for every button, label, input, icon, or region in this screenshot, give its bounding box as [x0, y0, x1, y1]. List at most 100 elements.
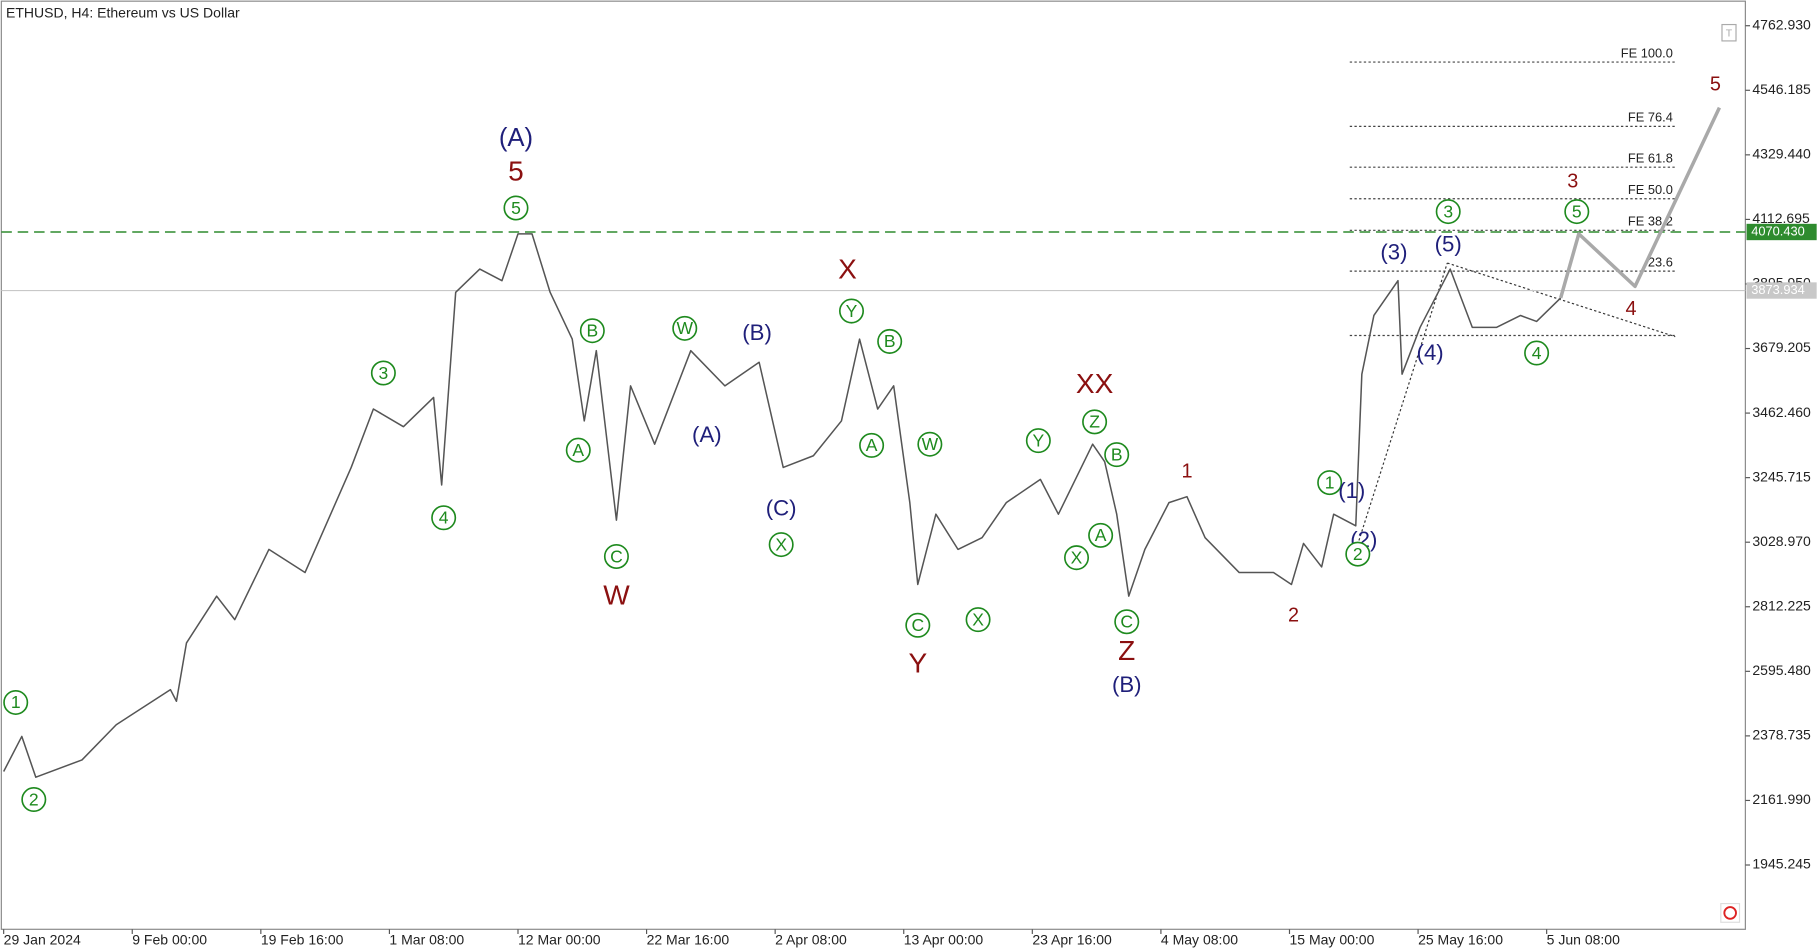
triangle-lower [1355, 262, 1448, 550]
x-tick-label: 2 Apr 08:00 [775, 932, 847, 948]
wave-label: (B) [1112, 672, 1142, 697]
wave-label: Z [1089, 412, 1100, 432]
wave-label: 2 [1288, 604, 1299, 626]
wave-label: Y [846, 301, 858, 321]
wave-label: B [1111, 444, 1123, 464]
wave-label: 4 [439, 508, 449, 528]
wave-label: X [1071, 547, 1083, 567]
price-tag [1746, 282, 1817, 299]
y-tick-label: 1945.245 [1752, 856, 1811, 872]
y-tick-label: 2812.225 [1752, 597, 1811, 613]
fib-label: FE 100.0 [1621, 45, 1673, 60]
wave-circle [838, 298, 865, 324]
wave-label: (4) [1417, 340, 1444, 365]
y-tick-label: 4762.930 [1752, 16, 1811, 32]
wave-circle [3, 689, 29, 715]
y-tick-label: 2378.735 [1752, 727, 1811, 743]
price-tag-label: 3873.934 [1751, 282, 1805, 297]
x-tick-label: 9 Feb 00:00 [132, 932, 207, 948]
wave-label: A [866, 435, 878, 455]
wave-label: 3 [379, 363, 389, 383]
wave-label: C [1120, 612, 1133, 632]
wave-label: A [1095, 525, 1107, 545]
wave-label: (C) [766, 496, 797, 521]
price-tag [1746, 223, 1817, 241]
x-tick-label: 1 Mar 08:00 [389, 932, 464, 948]
wave-circle [1524, 340, 1550, 366]
wave-label: 5 [508, 156, 524, 187]
wave-circle [1088, 522, 1114, 548]
wave-label: 4 [1626, 298, 1637, 320]
wave-label: C [610, 546, 623, 566]
wave-circle [859, 432, 885, 458]
wave-label: Y [908, 648, 927, 679]
fib-label: FE 61.8 [1628, 150, 1673, 165]
wave-label: 2 [29, 789, 39, 809]
wave-label: 3 [1443, 201, 1453, 221]
wave-label: 3 [1567, 171, 1578, 193]
wave-label: (B) [742, 320, 772, 345]
wave-circle [1114, 609, 1140, 635]
wave-circle [917, 431, 943, 457]
y-tick-label: 4546.185 [1752, 81, 1811, 97]
toolbar-icon[interactable] [1721, 23, 1737, 42]
wave-circle [579, 318, 605, 344]
wave-label: 1 [11, 692, 21, 712]
wave-label: 5 [511, 198, 521, 218]
wave-label: 2 [1353, 544, 1363, 564]
wave-circle [1025, 428, 1051, 454]
wave-label: C [911, 615, 924, 635]
y-tick-label: 3462.460 [1752, 404, 1811, 420]
y-tick-label: 3028.970 [1752, 533, 1811, 549]
forecast-line [1558, 106, 1722, 299]
x-tick-label: 4 May 08:00 [1161, 932, 1238, 948]
wave-label: Y [1033, 430, 1045, 450]
wave-label: (1) [1338, 478, 1365, 503]
wave-circle [603, 543, 629, 570]
y-tick-label: 3245.715 [1752, 468, 1811, 484]
wave-label: B [586, 321, 598, 341]
fib-label: FE 50.0 [1628, 182, 1673, 197]
x-tick-label: 12 Mar 00:00 [518, 932, 601, 948]
wave-label: X [972, 609, 984, 629]
wave-circle [503, 195, 529, 221]
x-tick-label: 22 Mar 16:00 [647, 932, 730, 948]
wave-label: 4 [1532, 343, 1542, 363]
wave-circle [1104, 442, 1130, 468]
fib-label: FE 76.4 [1628, 110, 1673, 125]
wave-circle [768, 532, 794, 558]
wave-label: (A) [499, 124, 533, 152]
wave-label: 5 [1572, 201, 1582, 221]
price-tag-label: 4070.430 [1751, 223, 1805, 238]
y-tick-label: 2595.480 [1752, 662, 1811, 678]
wave-label: B [884, 331, 896, 351]
wave-label: 1 [1325, 472, 1335, 492]
wave-label: XX [1076, 368, 1114, 399]
wave-circle [672, 315, 698, 341]
price-line-series [2, 233, 1562, 778]
wave-label: X [775, 534, 787, 554]
wave-circle [431, 505, 457, 531]
fib-label: 23.6 [1648, 254, 1673, 269]
wave-label: W [603, 580, 630, 611]
wave-label: Z [1118, 635, 1135, 666]
x-tick-label: 23 Apr 16:00 [1032, 932, 1112, 948]
y-tick-label: 2161.990 [1752, 791, 1811, 807]
toolbar-icon-glyph: T [1726, 28, 1733, 40]
record-icon [1723, 906, 1737, 920]
wave-label: (5) [1435, 231, 1462, 256]
wave-label: A [572, 440, 584, 460]
wave-circle [1564, 199, 1590, 225]
y-tick-label: 4112.695 [1752, 210, 1810, 226]
wave-circle [1435, 199, 1461, 225]
x-tick-label: 19 Feb 16:00 [261, 932, 344, 948]
wave-label: 5 [1710, 74, 1721, 96]
wave-circle [877, 328, 903, 354]
x-tick-label: 15 May 00:00 [1289, 932, 1374, 948]
wave-circle [1064, 545, 1090, 571]
wave-circle [905, 612, 931, 638]
wave-label: 1 [1181, 460, 1192, 482]
wave-circle [370, 360, 396, 386]
